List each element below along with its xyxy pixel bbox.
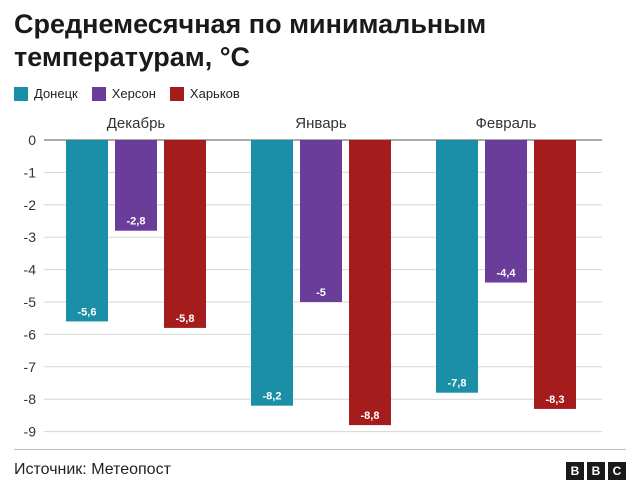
legend-label-donetsk: Донецк: [34, 86, 78, 101]
y-tick-label: -2: [24, 197, 37, 213]
bar-chart: 0 -1 -2 -3 -4 -5 -6 -7 -8 -9 Декабрь -5,6 -2,8 -5,8 Ян…: [24, 115, 602, 440]
data-label: -8,3: [546, 394, 565, 406]
category-label: Январь: [295, 115, 347, 132]
data-label: -5,6: [78, 306, 97, 318]
bar: [66, 140, 108, 322]
bar: [485, 140, 527, 283]
category-label: Декабрь: [107, 115, 166, 132]
bbc-logo: B B C: [566, 462, 626, 480]
bar: [251, 140, 293, 406]
y-tick-label: -3: [24, 229, 37, 245]
y-tick-label: -1: [24, 164, 37, 180]
bar: [349, 140, 391, 426]
data-label: -4,4: [497, 268, 517, 280]
y-tick-label: -9: [24, 424, 37, 440]
footer-divider: [14, 449, 626, 450]
data-label: -8,8: [361, 410, 380, 422]
bar: [115, 140, 157, 231]
legend-label-kharkiv: Харьков: [189, 86, 240, 101]
legend-item-kherson: Херсон: [91, 86, 156, 101]
category-label: Февраль: [476, 115, 537, 132]
legend-swatch-donetsk: [14, 86, 28, 101]
y-tick-label: -7: [24, 359, 37, 375]
bar: [534, 140, 576, 409]
legend-swatch-kharkiv: [169, 86, 184, 101]
data-label: -2,8: [127, 216, 146, 228]
legend-swatch-kherson: [91, 86, 106, 101]
bar: [436, 140, 478, 393]
chart-title: Среднемесячная по минимальным температур…: [14, 9, 487, 72]
bar: [300, 140, 342, 302]
legend-item-donetsk: Донецк: [14, 86, 78, 101]
bar: [164, 140, 206, 328]
y-tick-label: -6: [24, 326, 37, 342]
bbc-logo-block-1: B: [566, 462, 584, 480]
bbc-logo-block-3: C: [608, 462, 626, 480]
y-tick-label: -8: [24, 391, 37, 407]
source-text: Источник: Метеопост: [14, 461, 171, 478]
data-label: -7,8: [448, 378, 467, 390]
legend: Донецк Херсон Харьков: [14, 86, 240, 101]
y-tick-label: -5: [24, 294, 37, 310]
data-label: -5: [316, 287, 326, 299]
legend-label-kherson: Херсон: [111, 86, 156, 101]
data-label: -5,8: [176, 313, 195, 325]
bbc-logo-block-2: B: [587, 462, 605, 480]
y-tick-label: 0: [28, 132, 36, 148]
y-tick-label: -4: [24, 262, 37, 278]
legend-item-kharkiv: Харьков: [169, 86, 240, 101]
data-label: -8,2: [263, 391, 282, 403]
